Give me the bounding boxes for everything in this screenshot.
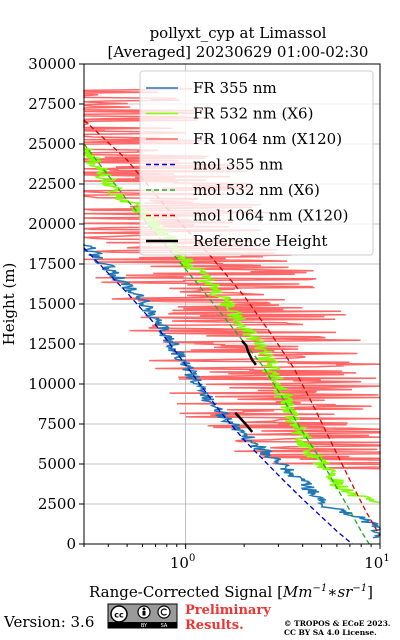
legend-label: mol 355 nm xyxy=(193,156,283,174)
sa-share-icon xyxy=(157,605,171,619)
y-tick-label: 27500 xyxy=(28,95,76,113)
legend-label: mol 1064 nm (X120) xyxy=(193,207,348,225)
legend-label: mol 532 nm (X6) xyxy=(193,181,320,199)
chart-title-line2: [Averaged] 20230629 01:00-02:30 xyxy=(108,43,369,61)
series-fr-355-nm xyxy=(83,243,381,539)
legend-label: FR 355 nm xyxy=(193,79,277,97)
series-mol-355-nm xyxy=(83,247,353,545)
preliminary-label: Preliminary xyxy=(185,603,271,618)
y-tick-label: 5000 xyxy=(38,455,76,473)
cc-icon-text: cc xyxy=(114,611,124,620)
by-person-icon-body xyxy=(142,611,146,616)
y-tick-label: 2500 xyxy=(38,495,76,513)
x-tick-label: 100 xyxy=(170,553,195,572)
legend-label: FR 1064 nm (X120) xyxy=(193,130,342,148)
y-tick-label: 20000 xyxy=(28,215,76,233)
x-axis-label: Range-Corrected Signal [Mm−1∗sr−1] xyxy=(89,583,373,601)
y-tick-label: 15000 xyxy=(28,295,76,313)
cc-by-text: BY xyxy=(141,623,148,629)
y-tick-label: 25000 xyxy=(28,135,76,153)
cc-license-badge: cc BY SA xyxy=(107,603,178,629)
cc-badge-strip xyxy=(108,622,177,628)
series-mol-1064-nm-x120 xyxy=(83,119,381,537)
y-tick-label: 22500 xyxy=(28,175,76,193)
legend: FR 355 nm FR 532 nm (X6) FR 1064 nm (X120)… xyxy=(139,70,374,256)
sa-share-arrow xyxy=(160,608,167,616)
chart-title-line1: pollyxt_cyp at Limassol xyxy=(150,24,327,42)
y-tick-label: 7500 xyxy=(38,415,76,433)
series-reference-height xyxy=(234,411,254,433)
cc-icon xyxy=(110,605,128,623)
y-tick-label: 0 xyxy=(66,535,76,553)
legend-label: FR 532 nm (X6) xyxy=(193,105,313,123)
y-tick-label: 12500 xyxy=(28,335,76,353)
by-person-icon-head xyxy=(142,607,146,611)
y-tick-label: 10000 xyxy=(28,375,76,393)
copyright-line2: CC BY SA 4.0 License. xyxy=(284,628,377,637)
cc-sa-text: SA xyxy=(161,623,168,629)
results-label: Results. xyxy=(185,618,244,633)
legend-label: Reference Height xyxy=(193,232,327,250)
copyright-line1: © TROPOS & ECoE 2023. xyxy=(284,619,391,628)
y-tick-label: 30000 xyxy=(28,55,76,73)
y-axis-label: Height (m) xyxy=(0,263,18,346)
version-label: Version: 3.6 xyxy=(3,613,94,631)
y-tick-label: 17500 xyxy=(28,255,76,273)
x-tick-label: 101 xyxy=(364,553,389,572)
legend-box xyxy=(139,70,374,256)
series-reference-height xyxy=(241,339,257,366)
axes: 0 2500 5000 7500 10000 12500 15000 17500 20000 22… xyxy=(28,55,389,572)
